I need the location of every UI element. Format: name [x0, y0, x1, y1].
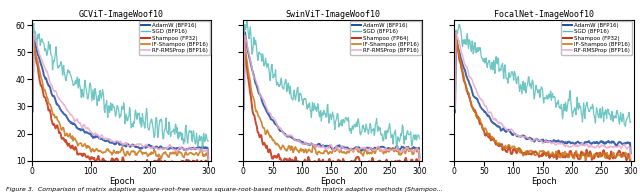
Text: Figure 3.  Comparison of matrix adaptive square-root-free versus square-root-bas: Figure 3. Comparison of matrix adaptive …	[6, 187, 443, 192]
X-axis label: Epoch: Epoch	[531, 177, 557, 186]
Title: FocalNet-ImageWoof10: FocalNet-ImageWoof10	[494, 10, 594, 19]
Title: SwinViT-ImageWoof10: SwinViT-ImageWoof10	[285, 10, 380, 19]
X-axis label: Epoch: Epoch	[320, 177, 346, 186]
Title: GCViT-ImageWoof10: GCViT-ImageWoof10	[79, 10, 164, 19]
Legend: AdamW (BFP16), SGD (BFP16), Shampoo (FP64), IF-Shampoo (BFP16), RF-RMSProp (BFP1: AdamW (BFP16), SGD (BFP16), Shampoo (FP6…	[350, 21, 420, 55]
Legend: AdamW (BFP16), SGD (BFP16), Shampoo (FP32), IF-Shampoo (BFP16), RF-RMSProp (BFP1: AdamW (BFP16), SGD (BFP16), Shampoo (FP3…	[561, 21, 632, 55]
X-axis label: Epoch: Epoch	[109, 177, 134, 186]
Legend: AdamW (BFP16), SGD (BFP16), Shampoo (FP32), IF-Shampoo (BFP16), RF-RMSProp (BFP1: AdamW (BFP16), SGD (BFP16), Shampoo (FP3…	[139, 21, 209, 55]
